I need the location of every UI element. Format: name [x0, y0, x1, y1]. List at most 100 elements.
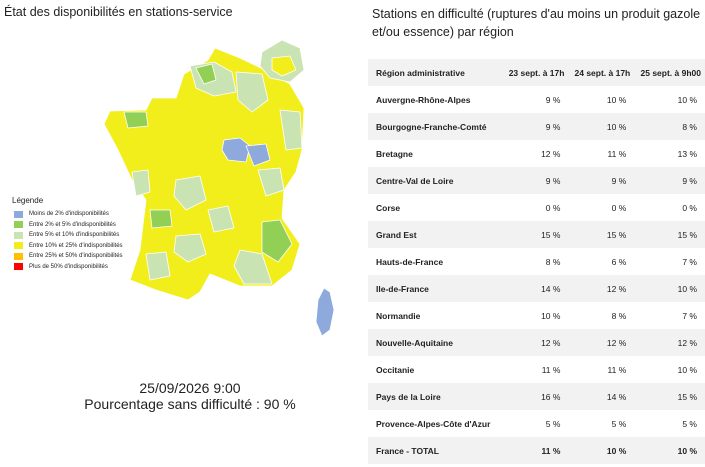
table-row: Hauts-de-France 8 % 6 % 7 % [368, 248, 705, 275]
region-name: Auvergne-Rhône-Alpes [376, 94, 471, 105]
cell-value: 9 % [545, 175, 561, 186]
region-light-green [173, 233, 207, 263]
legend-item: Moins de 2% d'indisponibilités [14, 209, 123, 220]
cell-value: 8 % [682, 121, 697, 132]
region-name: Bourgogne-Franche-Comté [376, 121, 487, 132]
table-body: Auvergne-Rhône-Alpes 9 % 10 % 10 % Bourgogne… [368, 86, 705, 464]
table-row: Pays de la Loire 16 % 14 % 15 % [368, 383, 705, 410]
cell-value: 10 % [541, 310, 561, 321]
cell-value: 10 % [606, 94, 627, 105]
region-blue [245, 143, 271, 167]
cell-value: 10 % [677, 283, 697, 294]
cell-value: 7 % [682, 310, 697, 321]
cell-value: 0 % [545, 202, 561, 213]
cell-value: 14 % [541, 283, 561, 294]
cell-value: 15 % [541, 229, 561, 240]
column-header: 23 sept. à 17h [508, 67, 565, 78]
region-light-green [257, 167, 285, 197]
cell-value: 10 % [606, 121, 627, 132]
region-name: Hauts-de-France [376, 256, 444, 267]
cell-value: 9 % [545, 121, 561, 132]
table-row: Nouvelle-Aquitaine 12 % 12 % 12 % [368, 329, 705, 356]
header-row: Région administrative 23 sept. à 17h 24 se… [368, 59, 705, 86]
total-label: France - TOTAL [368, 437, 503, 464]
corsica [315, 287, 335, 337]
legend-label: Moins de 2% d'indisponibilités [29, 211, 109, 218]
region-light-green [131, 169, 151, 197]
cell-value: 5 % [682, 418, 697, 429]
cell-value: 5 % [545, 418, 561, 429]
cell-value: 12 % [606, 337, 627, 348]
region-light-green [173, 175, 207, 211]
region-name: Nouvelle-Aquitaine [376, 337, 453, 348]
legend-swatch [14, 263, 23, 271]
legend-swatch [14, 242, 23, 250]
legend-label: Entre 25% et 50% d'indisponibilités [29, 253, 123, 260]
legend-label: Entre 10% et 25% d'indisponibilités [29, 242, 123, 249]
cell-value: 12 % [677, 337, 697, 348]
total-row: France - TOTAL 11 % 10 % 10 % [368, 437, 705, 464]
cell-value: 12 % [541, 148, 561, 159]
cell-value: 10 % [677, 364, 697, 375]
legend-swatch [14, 210, 23, 218]
cell-value: 5 % [611, 418, 627, 429]
legend-swatch [14, 231, 23, 239]
table-row: Centre-Val de Loire 9 % 9 % 9 % [368, 167, 705, 194]
cell-value: 11 % [541, 364, 561, 375]
region-light-green [207, 205, 235, 233]
cell-value: 8 % [611, 310, 627, 321]
cell-value: 11 % [607, 148, 627, 159]
cell-value: 13 % [677, 148, 697, 159]
cell-value: 11 % [607, 364, 627, 375]
region-name: Ile-de-France [376, 283, 429, 294]
table-row: Grand Est 15 % 15 % 15 % [368, 221, 705, 248]
table-row: Bourgogne-Franche-Comté 9 % 10 % 8 % [368, 113, 705, 140]
column-header: 24 sept. à 17h [574, 67, 631, 78]
legend-title: Légende [12, 196, 44, 205]
summary: Pourcentage sans difficulté : 90 % [84, 396, 296, 412]
legend-item: Entre 2% et 5% d'indisponibilités [14, 220, 123, 231]
map-title: État des disponibilités en stations-serv… [4, 5, 233, 19]
table-title: Stations en difficulté (ruptures d'au mo… [372, 7, 701, 39]
legend: Légende Moins de 2% d'indisponibilités E… [12, 196, 123, 273]
cell-value: 12 % [606, 283, 627, 294]
table-row: Provence-Alpes-Côte d'Azur 5 % 5 % 5 % [368, 410, 705, 437]
region-green [195, 63, 217, 85]
region-light-green [145, 251, 171, 281]
idf-inset-yellow [271, 55, 297, 77]
cell-value: 10 % [677, 94, 697, 105]
cell-value: 6 % [611, 256, 627, 267]
cell-value: 0 % [611, 202, 627, 213]
cell-value: 9 % [611, 175, 627, 186]
cell-value: 0 % [682, 202, 697, 213]
region-green [123, 111, 149, 129]
region-name: Grand Est [376, 229, 417, 240]
cell-value: 15 % [677, 391, 697, 402]
legend-item: Entre 5% et 10% d'indisponibilités [14, 230, 123, 241]
region-blue [221, 137, 251, 163]
column-header: Région administrative [376, 67, 465, 78]
table-row: Occitanie 11 % 11 % 10 % [368, 356, 705, 383]
region-light-green [235, 71, 269, 113]
cell-value: 15 % [606, 229, 627, 240]
cell-value: 9 % [682, 175, 697, 186]
region-light-green [279, 109, 303, 151]
cell-value: 7 % [682, 256, 697, 267]
region-name: Provence-Alpes-Côte d'Azur [376, 418, 491, 429]
table-row: Bretagne 12 % 11 % 13 % [368, 140, 705, 167]
legend-item: Plus de 50% d'indisponibilités [14, 262, 123, 273]
cell-value: 12 % [541, 337, 561, 348]
region-table: Région administrative 23 sept. à 17h 24 se… [368, 59, 705, 464]
table-row: Normandie 10 % 8 % 7 % [368, 302, 705, 329]
region-green [261, 219, 293, 263]
total-value: 10 % [634, 437, 705, 464]
legend-label: Plus de 50% d'indisponibilités [29, 263, 108, 270]
cell-value: 16 % [541, 391, 561, 402]
legend-label: Entre 5% et 10% d'indisponibilités [29, 232, 120, 239]
region-name: Corse [376, 202, 401, 213]
map [103, 39, 335, 337]
table-row: Corse 0 % 0 % 0 % [368, 194, 705, 221]
region-name: Pays de la Loire [376, 391, 441, 402]
total-value: 11 % [502, 437, 569, 464]
